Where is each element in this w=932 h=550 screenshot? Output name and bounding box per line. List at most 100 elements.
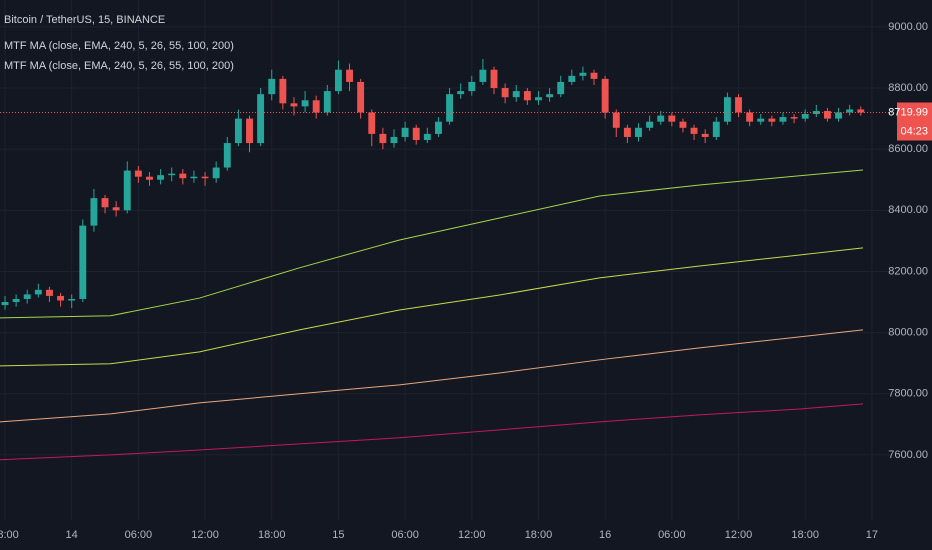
y-tick-label: 8600.00: [888, 143, 928, 155]
candle-body: [801, 114, 809, 119]
candle-body: [434, 121, 442, 134]
candle-body: [546, 94, 554, 98]
countdown-label: 04:23: [900, 125, 928, 137]
candle-body: [635, 127, 642, 137]
x-tick-label: 18:00: [791, 529, 819, 541]
candle-body: [68, 298, 76, 301]
y-tick-label: 9000.00: [888, 21, 928, 33]
y-tick-label: 7800.00: [888, 388, 928, 400]
candle-body: [701, 133, 709, 137]
x-tick-label: 14: [66, 529, 78, 541]
candle-body: [779, 117, 787, 122]
last-price-label: 8719.99: [888, 106, 928, 118]
x-tick-label: 12:00: [191, 529, 219, 541]
candle-body: [668, 115, 676, 122]
candle-body: [390, 136, 398, 144]
y-tick-label: 8200.00: [888, 265, 928, 277]
candle-body: [46, 289, 53, 296]
candle-body: [423, 133, 431, 141]
candle-body: [790, 117, 798, 119]
candle-body: [746, 112, 754, 122]
x-tick-label: 06:00: [125, 529, 153, 541]
candle-body: [446, 94, 454, 122]
candle-body: [112, 207, 120, 211]
countdown-tag: [897, 122, 932, 141]
candle-body: [601, 78, 609, 113]
candle-body: [57, 295, 65, 301]
x-tick-label: 12:00: [725, 529, 753, 541]
candle-body: [523, 91, 531, 101]
candle-body: [590, 72, 598, 79]
candle-body: [12, 298, 20, 303]
candle-body: [157, 175, 165, 180]
candle-body: [234, 118, 242, 144]
candle-body: [412, 127, 420, 141]
candle-body: [334, 69, 342, 92]
x-tick-label: 15: [332, 529, 344, 541]
candle-body: [190, 176, 198, 179]
legend-entry: MTF MA (close, EMA, 240, 5, 26, 55, 100,…: [4, 60, 234, 72]
candle-body: [246, 118, 253, 144]
candle-body: [457, 91, 465, 95]
candle-body: [501, 88, 509, 98]
y-tick-label: 8800.00: [888, 82, 928, 94]
moving-average-line: [0, 329, 864, 423]
candle-body: [579, 72, 587, 76]
candle-body: [857, 109, 865, 113]
candle-body: [823, 110, 831, 119]
candle-body: [512, 91, 520, 98]
candle-body: [79, 225, 87, 299]
candle-body: [301, 100, 309, 107]
candle-body: [179, 173, 187, 179]
x-tick-label: 06:00: [391, 529, 419, 541]
candle-body: [712, 121, 720, 137]
candle-body: [223, 143, 231, 168]
candle-body: [212, 167, 220, 179]
x-tick-label: 18:00: [525, 529, 553, 541]
candle-body: [290, 103, 298, 107]
x-tick-label: 17: [866, 529, 878, 541]
x-tick-label: 18:00: [0, 529, 19, 541]
y-tick-label: 8400.00: [888, 204, 928, 216]
y-tick-label: 7600.00: [888, 449, 928, 461]
candle-body: [323, 91, 331, 113]
candle-body: [657, 115, 665, 122]
candle-body: [312, 100, 320, 113]
candle-body: [101, 198, 109, 208]
moving-average-line: [0, 169, 864, 319]
candle-body: [123, 170, 131, 211]
candle-body: [257, 94, 265, 144]
candle-body: [735, 97, 742, 113]
candle-body: [623, 127, 631, 137]
candle-body: [279, 78, 287, 104]
candle-body: [768, 118, 776, 122]
candle-body: [34, 289, 42, 295]
candle-body: [612, 112, 620, 128]
chart-title: Bitcoin / TetherUS, 15, BINANCE: [4, 14, 165, 26]
candle-body: [723, 97, 731, 122]
moving-average-line: [0, 247, 864, 367]
x-tick-label: 06:00: [658, 529, 686, 541]
legend-entry: MTF MA (close, EMA, 240, 5, 26, 55, 100,…: [4, 40, 234, 52]
candle-body: [646, 121, 654, 128]
candle-body: [757, 118, 765, 122]
candle-body: [346, 69, 353, 82]
candle-body: [679, 121, 687, 128]
moving-average-line: [0, 403, 864, 461]
candle-body: [401, 127, 409, 137]
candle-body: [168, 173, 176, 176]
candle-body: [835, 112, 842, 119]
last-price-tag: [897, 102, 932, 123]
x-tick-label: 12:00: [458, 529, 486, 541]
candle-body: [368, 112, 376, 134]
candle-body: [568, 75, 576, 82]
candle-body: [357, 81, 365, 113]
candle-body: [268, 78, 276, 95]
candle-body: [557, 81, 565, 95]
candle-body: [479, 69, 487, 82]
candle-body: [535, 97, 542, 101]
x-tick-label: 18:00: [258, 529, 286, 541]
